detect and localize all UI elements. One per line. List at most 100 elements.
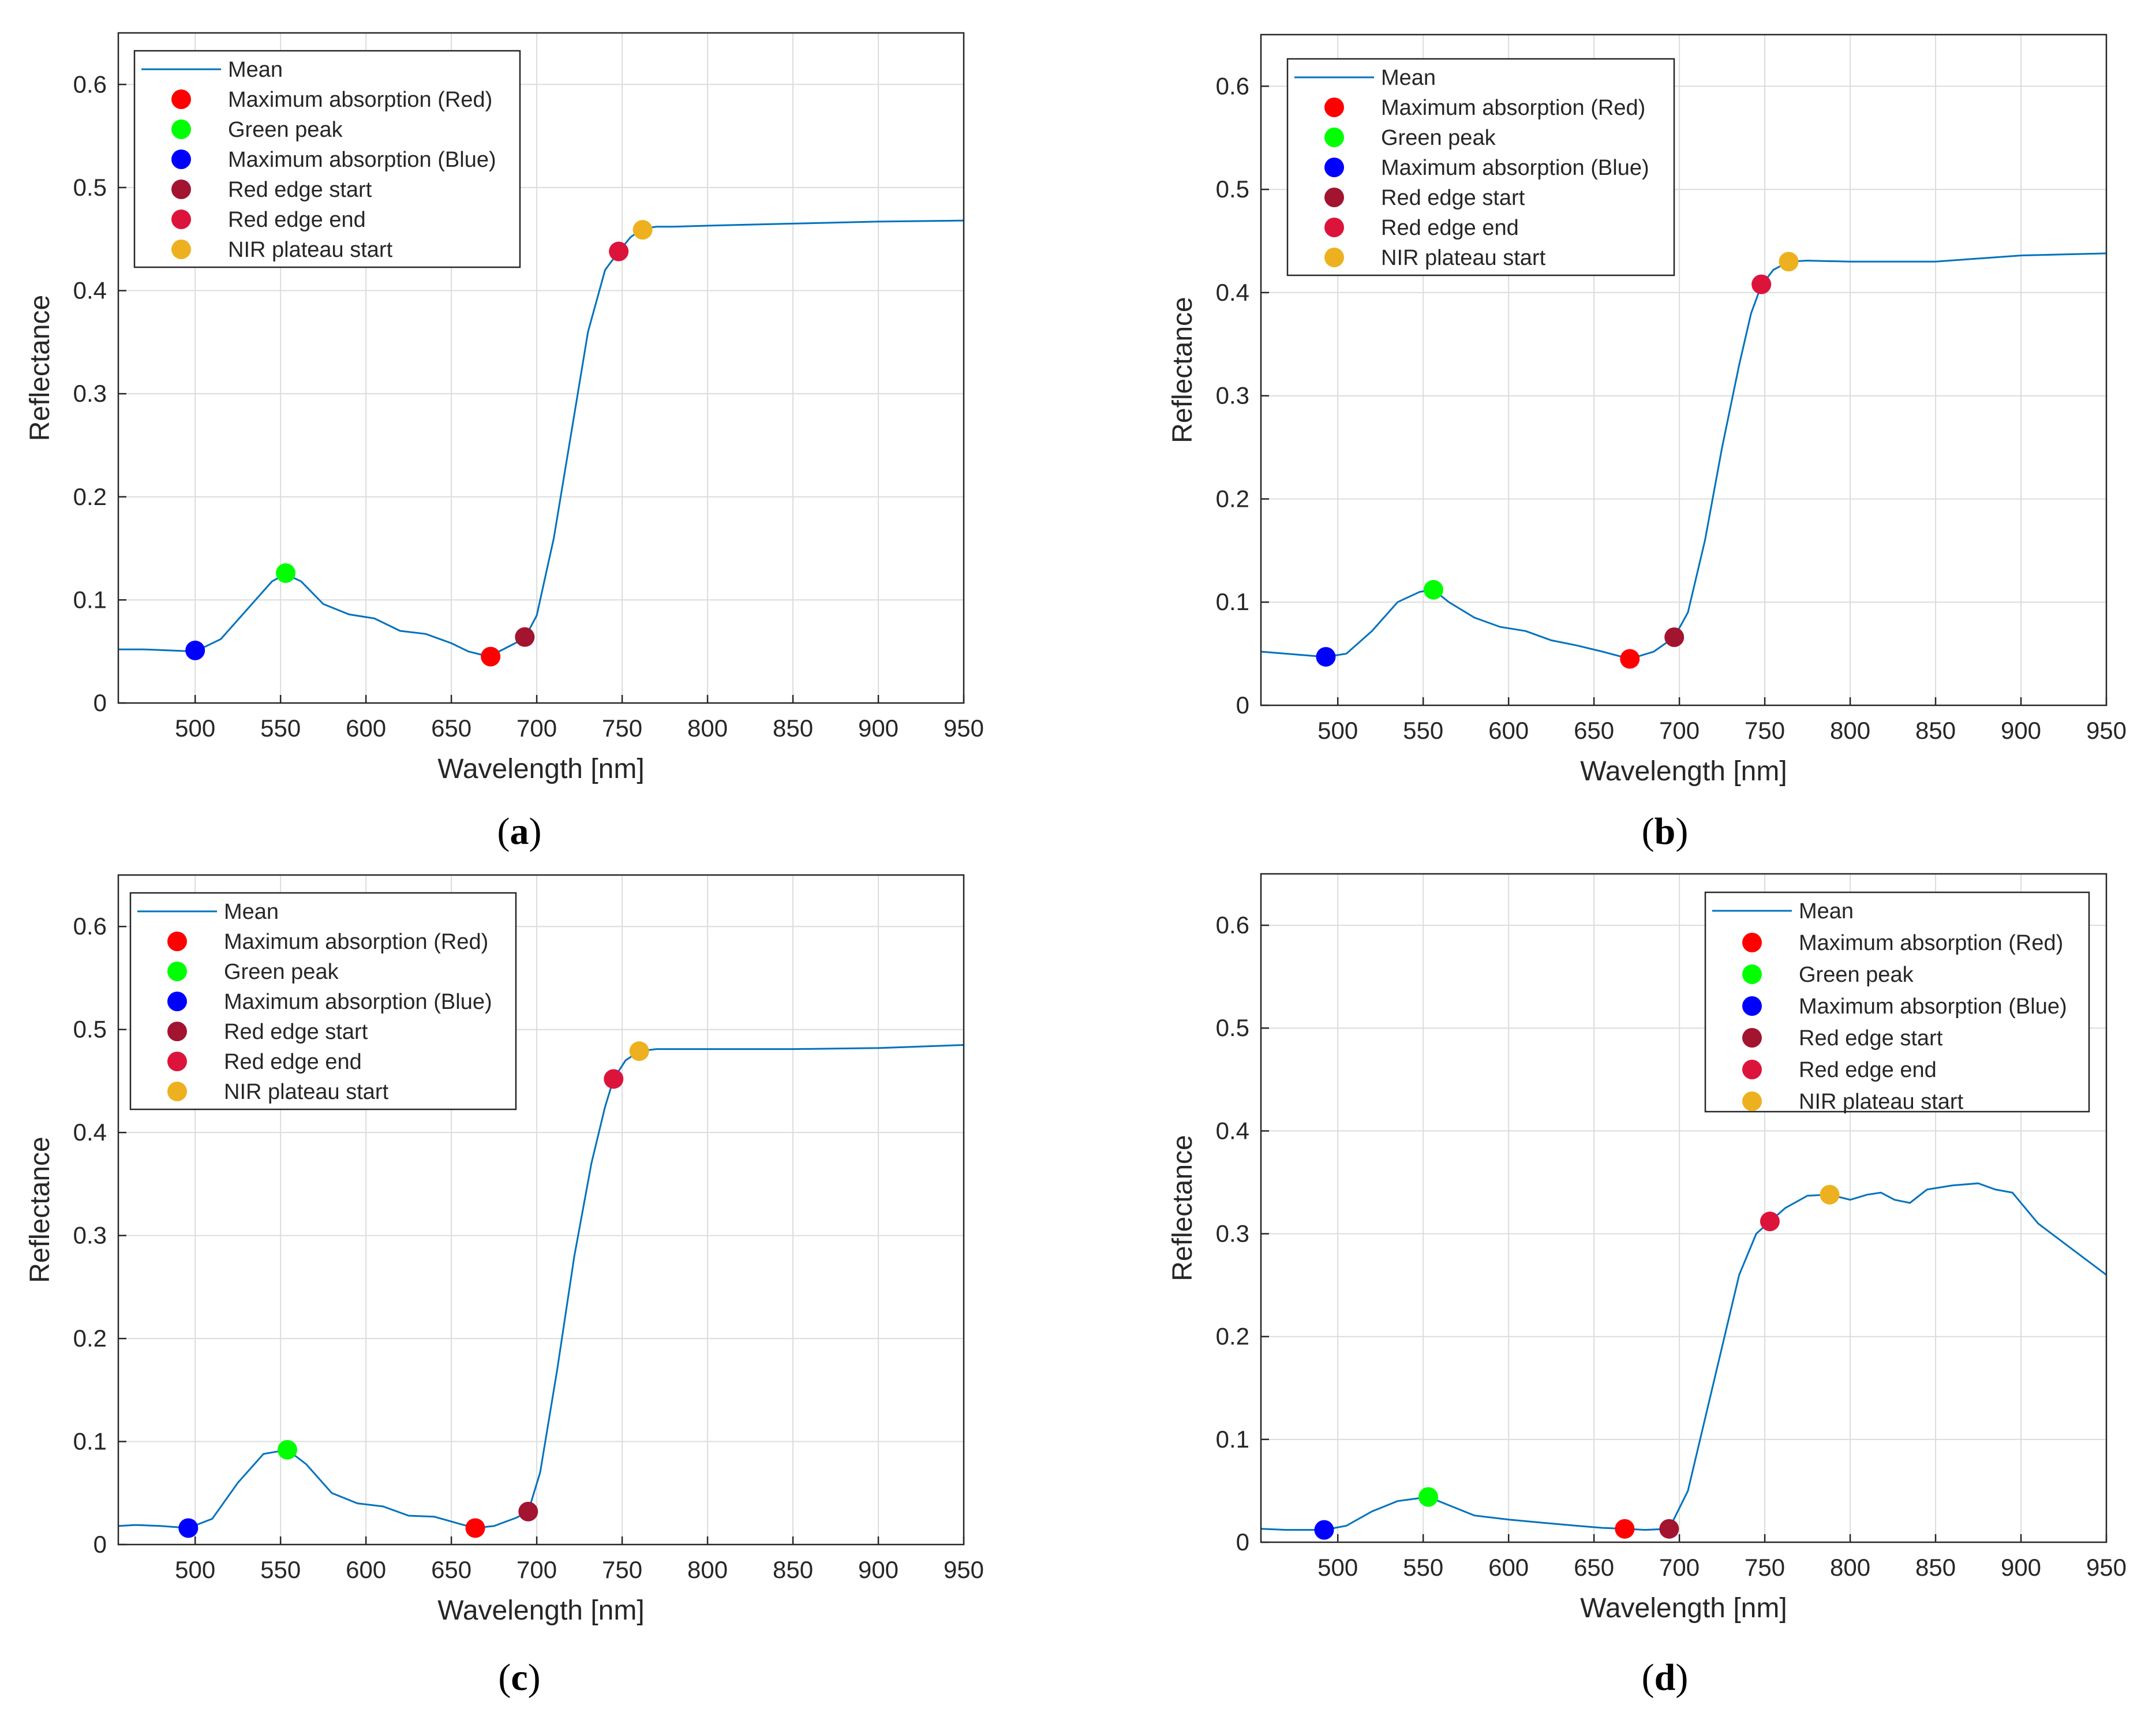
y-tick-label: 0.4: [73, 277, 107, 304]
x-tick-label: 850: [773, 1556, 813, 1583]
legend-label-red-edge-start: Red edge start: [1381, 186, 1525, 210]
x-tick-label: 850: [1915, 1554, 1956, 1581]
legend-box: [129, 892, 517, 1110]
x-tick-label: 950: [2086, 717, 2127, 744]
x-tick-label: 800: [687, 715, 728, 742]
marker-max-blue: [185, 640, 205, 660]
marker-max-red: [1620, 649, 1640, 669]
marker-nir-start: [632, 220, 653, 240]
marker-green-peak: [278, 1439, 297, 1460]
y-tick-label: 0.2: [73, 1325, 107, 1352]
legend: Mean Maximum absorption (Red) Green peak Ma…: [1286, 58, 1675, 276]
y-tick-label: 0.2: [73, 483, 107, 510]
x-tick-label: 600: [346, 715, 386, 742]
legend-label-nir-start: NIR plateau start: [1381, 246, 1546, 270]
legend-marker-max-red: [171, 89, 191, 109]
legend-marker-green-peak: [1742, 964, 1762, 984]
legend-marker-red-edge-start: [1324, 188, 1344, 207]
x-tick-label: 900: [858, 1556, 899, 1583]
legend-marker-green-peak: [171, 119, 191, 139]
legend-marker-nir-start: [171, 240, 191, 259]
legend: Mean Maximum absorption (Red) Green peak Ma…: [1704, 891, 2090, 1114]
legend-label-red-edge-end: Red edge end: [224, 1050, 362, 1074]
x-tick-label: 650: [1574, 1554, 1614, 1581]
y-tick-label: 0.1: [1216, 588, 1249, 615]
x-tick-label: 750: [1745, 717, 1785, 744]
x-tick-label: 650: [1574, 717, 1614, 744]
legend-marker-max-blue: [171, 149, 191, 169]
legend-marker-red-edge-end: [167, 1052, 187, 1071]
legend-label-red-edge-end: Red edge end: [1799, 1058, 1937, 1082]
legend-marker-red-edge-end: [171, 210, 191, 229]
marker-green-peak: [276, 563, 296, 583]
y-axis-label: Reflectance: [25, 1136, 55, 1282]
x-tick-label: 650: [431, 1556, 471, 1583]
panel-caption: (c): [498, 1657, 540, 1699]
y-tick-label: 0.3: [73, 380, 107, 407]
x-tick-label: 950: [944, 1556, 984, 1583]
x-tick-label: 750: [602, 1556, 642, 1583]
y-tick-label: 0: [1236, 1528, 1249, 1556]
x-tick-label: 600: [1488, 717, 1529, 744]
x-tick-label: 550: [1403, 1554, 1443, 1581]
y-tick-label: 0.6: [1216, 72, 1249, 99]
x-tick-label: 700: [516, 715, 557, 742]
x-axis-label: Wavelength [nm]: [1580, 756, 1787, 787]
y-tick-label: 0.1: [73, 1428, 107, 1455]
legend-marker-nir-start: [1742, 1091, 1762, 1111]
x-tick-label: 900: [2001, 717, 2041, 744]
legend-marker-max-blue: [1742, 996, 1762, 1016]
x-tick-label: 750: [602, 715, 642, 742]
legend-label-red-edge-end: Red edge end: [1381, 216, 1519, 240]
legend-label-red-edge-start: Red edge start: [1799, 1026, 1943, 1050]
x-tick-label: 600: [346, 1556, 386, 1583]
legend-label-green-peak: Green peak: [224, 960, 339, 984]
legend-label-green-peak: Green peak: [1381, 126, 1496, 150]
legend-marker-red-edge-end: [1742, 1060, 1762, 1079]
legend-box: [1286, 58, 1675, 276]
legend-label-mean: Mean: [1381, 66, 1436, 90]
axes-box: [117, 32, 965, 704]
legend-label-nir-start: NIR plateau start: [224, 1080, 389, 1104]
legend-marker-green-peak: [167, 962, 187, 981]
legend-marker-nir-start: [167, 1082, 187, 1101]
x-tick-label: 900: [2001, 1554, 2041, 1581]
marker-max-red: [1615, 1519, 1635, 1539]
y-tick-label: 0.6: [73, 913, 107, 940]
legend-label-max-blue: Maximum absorption (Blue): [1799, 994, 2067, 1019]
y-tick-label: 0.4: [73, 1119, 107, 1146]
y-tick-label: 0.5: [1216, 175, 1249, 203]
y-tick-label: 0.1: [73, 586, 107, 613]
chart-panel-3: 500 550 600 650 700 750 800 850 900 950 0 0.1 0.2 0.3…: [25, 874, 984, 1699]
marker-red-edge-end: [604, 1069, 624, 1089]
y-tick-label: 0.5: [73, 1016, 107, 1043]
x-tick-label: 550: [260, 1556, 301, 1583]
x-tick-label: 550: [260, 715, 301, 742]
x-tick-label: 850: [1915, 717, 1956, 744]
y-tick-label: 0.3: [73, 1222, 107, 1249]
x-tick-label: 750: [1745, 1554, 1785, 1581]
marker-green-peak: [1418, 1487, 1439, 1507]
marker-green-peak: [1423, 579, 1443, 600]
legend-marker-green-peak: [1324, 128, 1344, 147]
legend-label-mean: Mean: [224, 900, 279, 924]
legend-label-green-peak: Green peak: [1799, 963, 1914, 987]
chart-panel-1: 500 550 600 650 700 750 800 850 900 950 0 0.1 0.2 0.3…: [25, 32, 984, 852]
marker-max-blue: [1314, 1520, 1334, 1540]
y-tick-label: 0.6: [73, 70, 107, 98]
legend-label-red-edge-start: Red edge start: [228, 178, 372, 202]
x-axis-label: Wavelength [nm]: [437, 754, 644, 784]
x-tick-label: 800: [1830, 1554, 1870, 1581]
y-axis-label: Reflectance: [25, 295, 55, 441]
marker-red-edge-start: [1659, 1519, 1679, 1539]
marker-nir-start: [1779, 252, 1799, 272]
legend-label-red-edge-end: Red edge end: [228, 208, 366, 232]
marker-nir-start: [629, 1041, 649, 1061]
x-tick-label: 800: [1830, 717, 1870, 744]
x-axis-label: Wavelength [nm]: [1580, 1593, 1787, 1624]
legend: Mean Maximum absorption (Red) Green peak Ma…: [133, 50, 521, 268]
legend-label-mean: Mean: [1799, 899, 1854, 923]
x-tick-label: 500: [175, 1556, 215, 1583]
